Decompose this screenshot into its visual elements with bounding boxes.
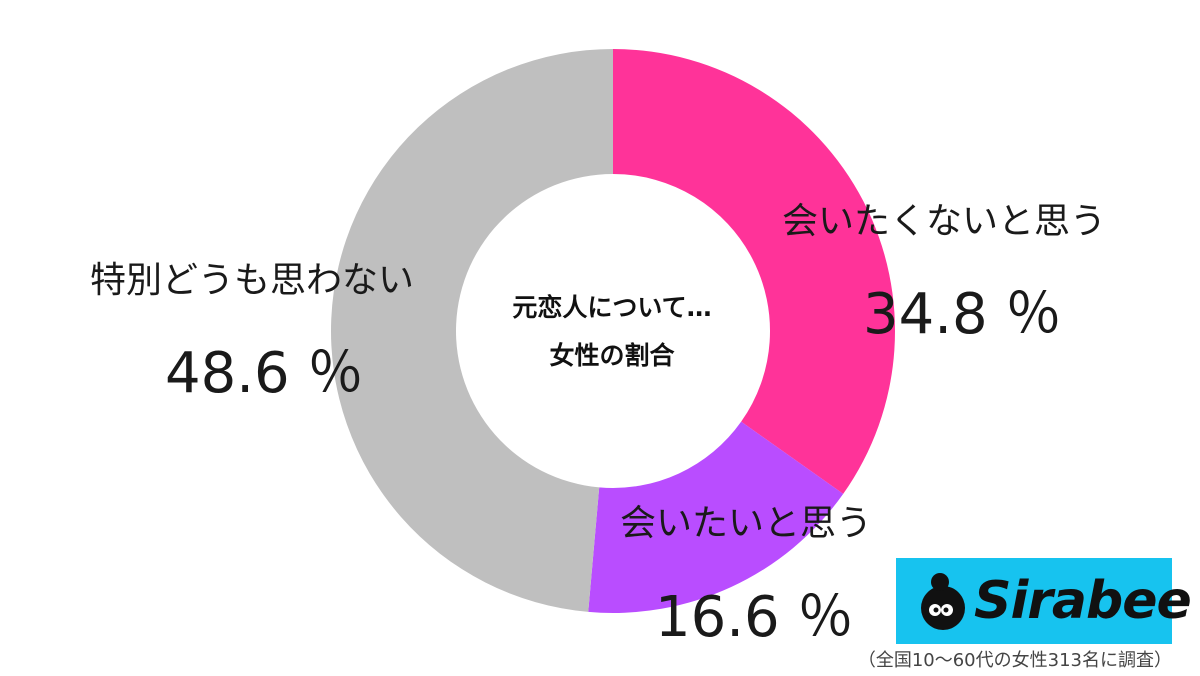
sirabee-logo: Sirabee <box>896 558 1192 644</box>
slice-label-want-to-meet: 会いたいと思う <box>620 503 872 544</box>
slice-value-not-want-to-meet: 34.8 ％ <box>863 282 1062 347</box>
slice-not-want-to-meet <box>613 49 895 494</box>
slice-want-to-meet <box>588 421 844 613</box>
slice-value-want-to-meet: 16.6 ％ <box>655 585 854 650</box>
slice-value-indifferent: 48.6 ％ <box>165 341 364 406</box>
survey-footnote: （全国10～60代の女性313名に調査） <box>857 650 1172 671</box>
slice-label-not-want-to-meet: 会いたくないと思う <box>782 201 1106 242</box>
brand-name: Sirabee <box>974 571 1192 631</box>
center-title-line-1: 元恋人について… <box>512 293 711 322</box>
sirabee-mascot-icon <box>921 573 965 630</box>
donut-slices <box>331 49 895 613</box>
center-title-line-2: 女性の割合 <box>549 341 675 370</box>
slice-indifferent <box>331 49 613 612</box>
slice-label-indifferent: 特別どうも思わない <box>90 260 414 301</box>
